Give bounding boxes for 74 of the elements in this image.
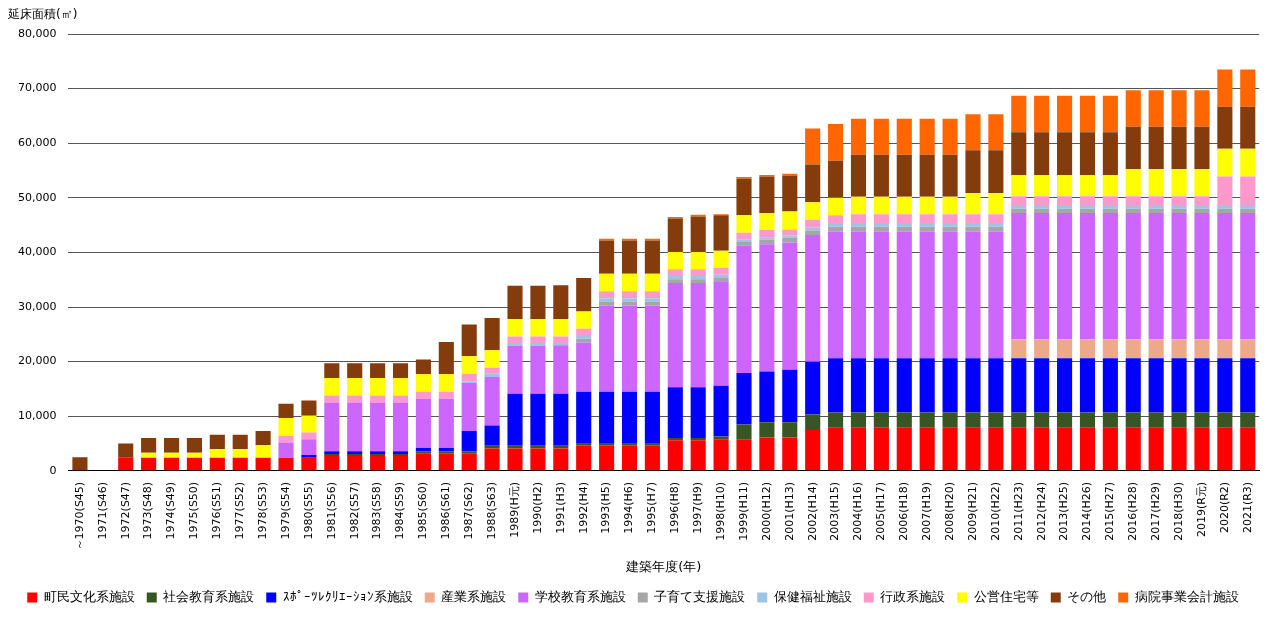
x-tick-label: 1991(H3) [553, 481, 567, 534]
x-tick-label: 1978(S53) [255, 481, 269, 540]
legend-label: 産業系施設 [441, 588, 507, 604]
x-tick-label: 2013(H25) [1057, 481, 1071, 541]
legend-label: 社会教育系施設 [163, 588, 255, 604]
x-tick-label: 2018(H30) [1171, 481, 1185, 541]
legend-label: 保健福祉施設 [773, 588, 852, 604]
x-tick-label: 2004(H16) [851, 481, 865, 541]
x-tick-label: 1980(S55) [301, 481, 315, 540]
x-tick-label: 2005(H17) [874, 481, 888, 541]
legend-label: ｽﾎﾟｰﾂﾚｸﾘｴｰｼｮﾝ系施設 [282, 588, 413, 604]
x-tick-label: 2014(H26) [1080, 481, 1094, 541]
x-tick-label: 2020(R2) [1217, 481, 1231, 534]
x-tick-label: 1975(S50) [187, 481, 201, 540]
x-tick-label: 1987(S62) [462, 481, 476, 540]
legend-label: 子育て支援施設 [654, 588, 746, 604]
x-tick-label: 1971(S46) [95, 481, 109, 540]
x-tick-label: 1989(H元) [507, 481, 521, 538]
x-tick-label: 2012(H24) [1034, 481, 1048, 541]
x-tick-label: 1999(H11) [736, 481, 750, 541]
y-tick-label: 30,000 [17, 299, 57, 313]
y-tick-label: 80,000 [17, 26, 57, 40]
x-tick-label: 1983(S58) [370, 481, 384, 540]
x-tick-label: 2008(H20) [942, 481, 956, 541]
legend-label: 公営住宅等 [973, 588, 1039, 604]
x-tick-label: 2003(H15) [828, 481, 842, 541]
y-axis-title: 延床面積(㎡) [8, 6, 78, 23]
x-tick-label: 1973(S48) [141, 481, 155, 540]
x-tick-label: 1996(H8) [668, 481, 682, 534]
x-tick-label: 2010(H22) [988, 481, 1002, 541]
x-tick-label: 1990(H2) [530, 481, 544, 534]
y-tick-label: 10,000 [17, 409, 57, 423]
x-tick-label: 1995(H7) [645, 481, 659, 534]
x-tick-label: 1982(S57) [347, 481, 361, 540]
x-tick-label: 1977(S52) [233, 481, 247, 540]
x-tick-label: 1979(S54) [278, 481, 292, 540]
x-tick-label: 2007(H19) [920, 481, 934, 541]
y-tick-label: 0 [49, 463, 57, 477]
y-tick-label: 60,000 [17, 136, 57, 150]
x-tick-label: 1976(S51) [210, 481, 224, 540]
x-tick-label: 2016(H28) [1126, 481, 1140, 541]
x-axis-title: 建築年度(年) [625, 558, 702, 574]
x-tick-label: 2000(H12) [759, 481, 773, 541]
x-tick-label: 2021(R3) [1240, 481, 1254, 534]
x-tick-label: 2015(H27) [1103, 481, 1117, 541]
legend-label: 町民文化系施設 [43, 588, 135, 604]
x-tick-label: 2006(H18) [897, 481, 911, 541]
x-tick-label: 1986(S61) [439, 481, 453, 540]
legend-label: 病院事業会計施設 [1134, 588, 1239, 604]
x-tick-label: 1972(S47) [118, 481, 132, 540]
x-tick-label: 1997(H9) [691, 481, 705, 534]
y-tick-label: 70,000 [17, 81, 57, 95]
x-tick-label: ～1970(S45) [72, 481, 86, 551]
x-tick-label: 1992(H4) [576, 481, 590, 534]
legend-label: 行政系施設 [880, 588, 946, 604]
y-tick-label: 20,000 [17, 354, 57, 368]
x-tick-label: 2001(H13) [782, 481, 796, 541]
legend-label: 学校教育系施設 [534, 588, 626, 604]
legend-label: その他 [1067, 588, 1107, 604]
x-tick-label: 1998(H10) [713, 481, 727, 541]
x-tick-label: 2019(R元) [1194, 481, 1208, 538]
x-tick-label: 1988(S63) [484, 481, 498, 540]
x-tick-label: 1984(S59) [393, 481, 407, 540]
y-tick-label: 40,000 [17, 245, 57, 259]
y-tick-label: 50,000 [17, 190, 57, 204]
x-tick-label: 1985(S60) [416, 481, 430, 540]
x-tick-label: 2011(H23) [1011, 481, 1025, 541]
x-tick-label: 2009(H21) [965, 481, 979, 541]
x-tick-label: 1994(H6) [622, 481, 636, 534]
x-tick-label: 2017(H29) [1149, 481, 1163, 541]
x-tick-label: 1981(S56) [324, 481, 338, 540]
x-tick-label: 1993(H5) [599, 481, 613, 534]
x-tick-label: 2002(H14) [805, 481, 819, 541]
x-tick-label: 1974(S49) [164, 481, 178, 540]
